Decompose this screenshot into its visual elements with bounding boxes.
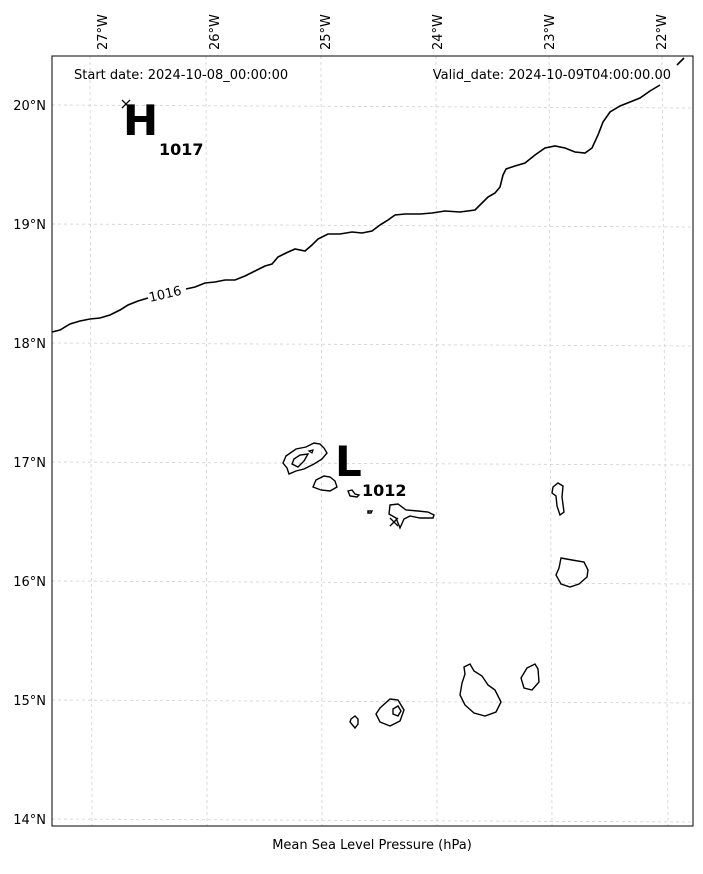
small-contour: [307, 449, 314, 454]
island-santa-luzia: [347, 489, 361, 498]
gridline-lat-17: [51, 461, 694, 466]
low-value: 1012: [362, 481, 407, 500]
gridline-lon-25: [320, 55, 323, 827]
high-marker-b: [121, 99, 131, 109]
lon-label-26: 26°W: [208, 14, 223, 50]
lat-label-20: 20°N: [13, 99, 46, 114]
gridline-lat-18: [51, 342, 694, 347]
gridline-lon-23: [548, 55, 553, 827]
gridline-lat-14: [51, 818, 694, 823]
lon-label-24: 24°W: [431, 14, 446, 50]
island-brava: [349, 715, 359, 730]
island-santo-antao: [282, 442, 328, 475]
island-fogo: [375, 698, 405, 727]
start-date: Start date: 2024-10-08_00:00:00: [74, 68, 288, 83]
lat-label-15: 15°N: [13, 694, 46, 709]
island-maio: [520, 663, 540, 691]
map-caption: Mean Sea Level Pressure (hPa): [272, 838, 472, 853]
low-letter: L: [335, 437, 362, 486]
lat-label-16: 16°N: [13, 575, 46, 590]
high-value: 1017: [159, 140, 204, 159]
gridline-lat-15: [51, 699, 694, 704]
gridline-lat-19: [51, 223, 694, 228]
center-markers: [121, 99, 399, 527]
gridline-lat-20: [51, 104, 694, 109]
island-raso: [367, 510, 374, 514]
isobar-label: 1016: [148, 284, 184, 306]
island-sao-vicente: [312, 475, 338, 492]
lon-label-23: 23°W: [543, 14, 558, 50]
island-fogo-inner: [392, 705, 402, 717]
islands: [282, 442, 589, 730]
lon-label-22: 22°W: [655, 14, 670, 50]
low-marker-b: [389, 517, 399, 527]
isobar-1016: [51, 57, 685, 333]
gridlines: [51, 55, 694, 827]
lon-labels: 27°W 26°W 25°W 24°W 23°W 22°W: [96, 14, 670, 50]
lat-label-18: 18°N: [13, 337, 46, 352]
lon-label-27: 27°W: [96, 14, 111, 50]
island-santo-antao-inner: [291, 453, 310, 468]
island-sal: [551, 482, 565, 517]
gridline-lon-27: [89, 55, 93, 827]
gridline-lon-24: [435, 55, 438, 827]
high-letter: H: [123, 96, 158, 145]
lat-label-14: 14°N: [13, 813, 46, 828]
lon-label-25: 25°W: [319, 14, 334, 50]
gridline-lon-26: [205, 55, 208, 827]
lat-label-19: 19°N: [13, 218, 46, 233]
lat-labels: 20°N 19°N 18°N 17°N 16°N 15°N 14°N: [13, 99, 46, 828]
island-boa-vista: [555, 557, 589, 588]
lat-label-17: 17°N: [13, 456, 46, 471]
valid-date: Valid_date: 2024-10-09T04:00:00.00: [433, 68, 671, 83]
map-frame: [51, 55, 694, 827]
gridline-lon-22: [661, 55, 669, 827]
gridline-lat-16: [51, 580, 694, 585]
island-santiago: [459, 663, 502, 717]
